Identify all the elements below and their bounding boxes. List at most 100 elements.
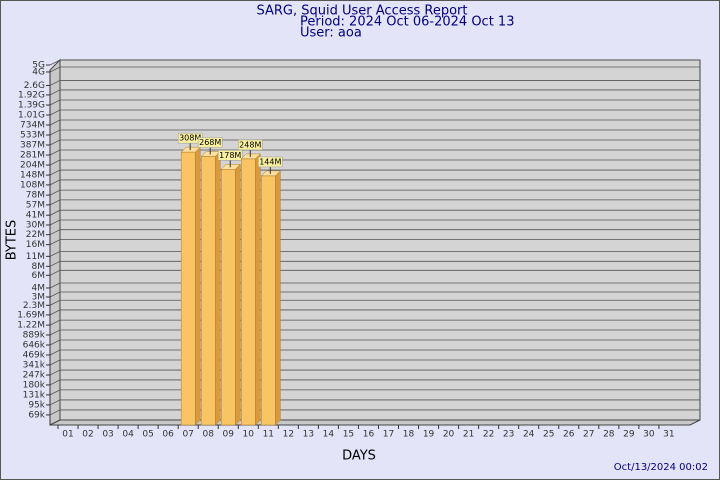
y-tick-label: 889k <box>23 331 46 341</box>
grid-line <box>49 409 700 416</box>
grid-line <box>49 199 700 206</box>
x-tick-label: 07 <box>182 430 193 440</box>
y-tick-label: 533M <box>20 131 45 141</box>
y-tick-label: 469k <box>23 351 46 361</box>
x-tick-label: 25 <box>543 430 554 440</box>
y-tick-label: 8M <box>32 262 46 272</box>
y-tick-label: 734M <box>20 120 45 130</box>
grid-line <box>49 309 700 316</box>
x-tick-label: 24 <box>523 430 535 440</box>
y-tick-label: 41M <box>26 211 45 221</box>
grid-line <box>49 319 700 326</box>
x-tick-label: 13 <box>303 430 314 440</box>
value-label: 178M <box>219 151 241 160</box>
bar <box>241 158 256 426</box>
bar-side <box>255 153 261 426</box>
x-tick-label: 20 <box>443 430 455 440</box>
grid-line <box>49 260 700 267</box>
grid-line <box>49 349 700 356</box>
grid-line <box>49 209 700 216</box>
x-tick-label: 23 <box>503 430 514 440</box>
grid-line <box>49 149 700 156</box>
chart-title: SARG, Squid User Access Report <box>257 4 468 19</box>
y-tick-label: 281M <box>20 151 45 161</box>
x-tick-label: 02 <box>82 430 93 440</box>
bar <box>261 175 276 426</box>
grid-line <box>49 282 700 289</box>
x-tick-label: 31 <box>663 430 674 440</box>
y-tick-label: 646k <box>23 340 46 350</box>
grid-line <box>49 129 700 136</box>
y-tick-label: 2.6G <box>24 81 45 91</box>
x-tick-label: 16 <box>363 430 375 440</box>
y-tick-label: 4G <box>32 67 45 77</box>
x-axis-label: DAYS <box>342 449 376 464</box>
x-tick-label: 11 <box>263 430 274 440</box>
grid-line <box>49 169 700 176</box>
grid-line <box>49 399 700 406</box>
label-box <box>258 156 283 168</box>
x-tick-label: 17 <box>383 430 394 440</box>
grid-line <box>49 179 700 186</box>
x-tick-label: 08 <box>202 430 214 440</box>
bar <box>220 169 236 426</box>
y-tick-label: 148M <box>20 171 45 181</box>
chart-subtitle: Period: 2024 Oct 06-2024 Oct 13 <box>300 15 514 30</box>
grid-line <box>49 379 700 386</box>
x-tick-label: 27 <box>583 430 594 440</box>
y-tick-label: 69k <box>28 410 45 420</box>
grid-line <box>49 359 700 366</box>
grid-line <box>49 119 700 126</box>
value-label: 268M <box>199 138 221 147</box>
y-tick-label: 30M <box>26 220 45 230</box>
bar-side <box>275 170 281 426</box>
x-tick-label: 04 <box>122 430 134 440</box>
y-tick-label: 180k <box>23 380 46 390</box>
y-tick-label: 16M <box>26 240 45 250</box>
x-tick-label: 22 <box>483 430 494 440</box>
y-tick-label: 204M <box>20 161 45 171</box>
grid-line <box>49 339 700 346</box>
y-tick-label: 131k <box>23 390 46 400</box>
user-label: User: aoa <box>300 26 362 41</box>
y-tick-label: 341k <box>23 360 46 370</box>
grid-line <box>49 250 700 257</box>
y-tick-label: 57M <box>26 200 45 210</box>
grid-line <box>49 291 700 298</box>
grid-line <box>49 59 700 66</box>
x-tick-label: 28 <box>603 430 615 440</box>
grid-line <box>49 80 700 86</box>
y-tick-label: 1.22M <box>17 321 45 331</box>
y-tick-label: 95k <box>28 400 45 410</box>
y-tick-label: 6M <box>32 271 46 281</box>
timestamp: Oct/13/2024 00:02 <box>614 462 708 473</box>
bar-side <box>194 146 201 426</box>
value-label: 308M <box>179 134 201 143</box>
x-tick-label: 18 <box>403 430 415 440</box>
x-tick-label: 03 <box>102 430 113 440</box>
label-box <box>238 139 263 151</box>
bar-side <box>234 163 241 426</box>
grid-line <box>49 389 700 396</box>
x-tick-label: 14 <box>323 430 335 440</box>
label-box <box>217 150 243 161</box>
x-tick-label: 21 <box>463 430 474 440</box>
grid-line <box>49 99 700 106</box>
y-tick-label: 1.69M <box>17 310 45 320</box>
y-tick-label: 78M <box>26 191 45 201</box>
x-tick-label: 29 <box>623 430 635 440</box>
y-tick-label: 4M <box>32 283 46 293</box>
y-tick-label: 387M <box>20 141 45 151</box>
x-tick-label: 19 <box>423 430 435 440</box>
x-tick-label: 09 <box>223 430 235 440</box>
x-tick-label: 10 <box>243 430 255 440</box>
x-tick-label: 15 <box>343 430 354 440</box>
grid-line <box>49 269 700 276</box>
grid-line <box>49 66 700 73</box>
grid-line <box>49 299 700 306</box>
y-tick-label: 2.3M <box>23 301 45 311</box>
y-tick-label: 1.92G <box>18 90 45 100</box>
label-box <box>197 137 223 148</box>
grid-line <box>49 159 700 166</box>
